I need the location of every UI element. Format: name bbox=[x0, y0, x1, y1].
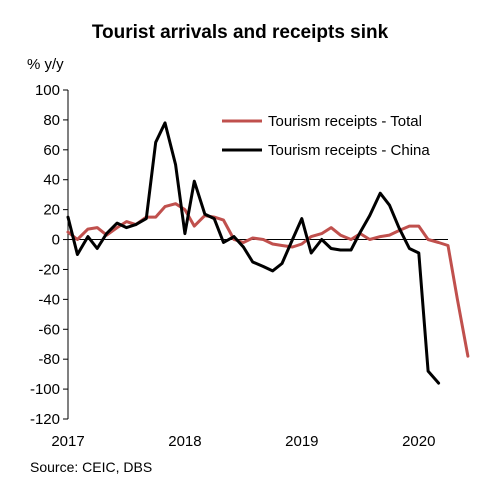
x-tick-label: 2018 bbox=[168, 433, 201, 450]
series-lines bbox=[66, 121, 470, 385]
x-tick-label: 2020 bbox=[402, 433, 435, 450]
y-tick-label: -80 bbox=[38, 351, 60, 368]
legend-label-total: Tourism receipts - Total bbox=[268, 113, 422, 130]
y-tick-label: 40 bbox=[43, 172, 60, 189]
y-tick-label: -100 bbox=[30, 381, 60, 398]
y-tick-label: -40 bbox=[38, 291, 60, 308]
legend: Tourism receipts - Total Tourism receipts… bbox=[222, 113, 430, 159]
y-tick-label: -60 bbox=[38, 321, 60, 338]
legend-label-china: Tourism receipts - China bbox=[268, 142, 430, 159]
y-axis-label: % y/y bbox=[27, 56, 64, 73]
y-tick-label: 100 bbox=[35, 82, 60, 99]
y-axis: 100 80 60 40 20 0 -20 -40 -60 -80 -100 -120 bbox=[30, 82, 68, 428]
chart-title: Tourist arrivals and receipts sink bbox=[92, 22, 389, 43]
y-tick-label: 20 bbox=[43, 202, 60, 219]
y-tick-label: 80 bbox=[43, 112, 60, 129]
y-tick-label: -20 bbox=[38, 261, 60, 278]
y-tick-label: 0 bbox=[52, 232, 60, 249]
source-note: Source: CEIC, DBS bbox=[30, 459, 152, 475]
x-axis: 2017 2018 2019 2020 bbox=[51, 433, 435, 450]
y-tick-label: -120 bbox=[30, 411, 60, 428]
x-tick-label: 2017 bbox=[51, 433, 84, 450]
y-tick-label: 60 bbox=[43, 142, 60, 159]
axes bbox=[67, 90, 448, 419]
series-line-china bbox=[66, 121, 441, 385]
x-tick-label: 2019 bbox=[285, 433, 318, 450]
